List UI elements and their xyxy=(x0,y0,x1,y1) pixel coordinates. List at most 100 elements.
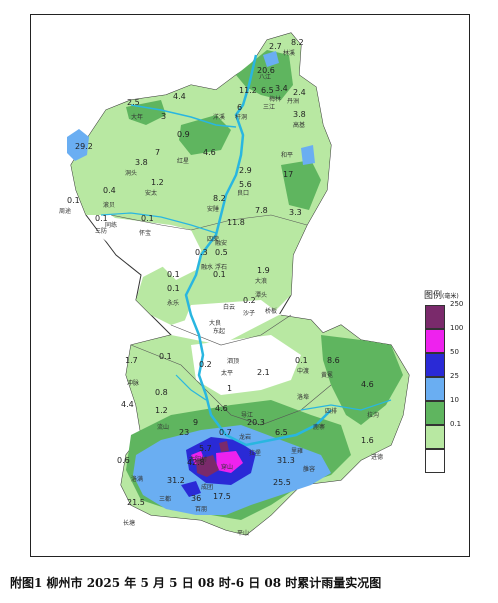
legend-row: 25 xyxy=(422,372,468,401)
rain-zone-magenta xyxy=(216,451,243,473)
place-name: 洋溪 xyxy=(213,113,225,121)
place-name: 红星 xyxy=(177,157,189,165)
rain-value: 5.7 xyxy=(199,444,212,453)
rain-value: 3.8 xyxy=(135,158,148,167)
rain-value: 2.4 xyxy=(293,88,306,97)
rain-value: 3.4 xyxy=(275,84,288,93)
place-name: 桥板 xyxy=(265,307,277,315)
rain-value: 4.4 xyxy=(173,92,186,101)
rain-value: 11.8 xyxy=(227,218,245,227)
river xyxy=(175,374,207,401)
rain-value: 1.6 xyxy=(361,436,374,445)
place-name: 同练 xyxy=(105,221,117,229)
legend-label: 10 xyxy=(450,396,459,404)
rain-zone-purple xyxy=(196,455,219,477)
rain-value: 6.5 xyxy=(275,428,288,437)
rain-labels: 2.7 8.220.611.2 6.5 3.4 2.463.84.42.5329.20.… xyxy=(67,38,374,507)
rain-zone-darkblue-2 xyxy=(181,481,201,497)
rainfall-map: 2.7 8.220.611.2 6.5 3.4 2.463.84.42.5329.20.… xyxy=(59,32,410,537)
legend-swatch xyxy=(425,305,445,329)
place-name: 怀宝 xyxy=(139,229,151,237)
place-name: 洞头 xyxy=(125,169,137,177)
legend-label: 50 xyxy=(450,348,459,356)
rain-value: 5.6 xyxy=(239,180,252,189)
rain-value: 2.9 xyxy=(239,166,252,175)
place-name: 成团 xyxy=(201,483,213,491)
rain-value: 0.2 xyxy=(199,360,212,369)
place-name: 拉沟 xyxy=(367,411,379,419)
rain-zone-medium-ne xyxy=(281,160,321,210)
place-name: 四排 xyxy=(325,407,337,415)
legend-label: 0.1 xyxy=(450,420,462,428)
place-name: 安太 xyxy=(145,189,157,197)
legend-swatch xyxy=(425,329,445,353)
place-name: 梅林 xyxy=(269,95,281,103)
legend-swatch xyxy=(425,401,445,425)
place-name: 三江 xyxy=(263,104,275,111)
place-name: 永乐 xyxy=(167,299,179,307)
rain-value: 11.2 xyxy=(239,86,257,95)
rain-value: 9 xyxy=(193,418,198,427)
river xyxy=(184,54,332,447)
place-name: 三都 xyxy=(159,495,171,503)
place-name: 进德 xyxy=(371,453,383,461)
rain-zone-none-north xyxy=(91,215,201,280)
rain-value: 0.1 xyxy=(141,214,154,223)
legend-row: 250 xyxy=(422,300,468,329)
map-caption: 附图1 柳州市 2025 年 5 月 5 日 08 时-6 日 08 时累计雨量… xyxy=(10,576,382,590)
rain-value: 25.5 xyxy=(273,478,291,487)
legend-row: 50 xyxy=(422,348,468,377)
rain-value: 3.8 xyxy=(293,110,306,119)
rain-value: 0.1 xyxy=(95,214,108,223)
place-name: 平山 xyxy=(237,529,249,537)
place-name: 冲脉 xyxy=(127,379,139,387)
place-name: 太阳村 xyxy=(189,455,207,463)
place-name: 四荣 xyxy=(207,235,219,243)
legend-row: 100 xyxy=(422,324,468,353)
rain-value: 20.3 xyxy=(247,418,265,427)
rain-value: 0.7 xyxy=(219,428,232,437)
place-name: 龙岩 xyxy=(239,433,251,441)
rain-value: 4.6 xyxy=(215,404,228,413)
river xyxy=(300,399,392,411)
place-name: 周途 xyxy=(59,207,71,215)
place-name: 安陲 xyxy=(207,205,219,213)
river xyxy=(100,212,217,234)
place-name: 百朋 xyxy=(195,506,207,513)
legend-swatch xyxy=(425,377,445,401)
rain-zone-blue-nw xyxy=(67,129,89,161)
place-name: 太平 xyxy=(221,369,233,377)
rain-value: 8.2 xyxy=(291,38,304,47)
rain-zone-blue-ne xyxy=(301,145,315,165)
rain-value: 0.4 xyxy=(103,186,116,195)
rain-value: 1.2 xyxy=(151,178,164,187)
rain-value: 0.1 xyxy=(67,196,80,205)
place-name: 流山 xyxy=(157,423,169,431)
place-name: 穿山 xyxy=(221,463,233,471)
legend-title: 图例(毫米) xyxy=(424,291,459,301)
place-name: 融水 xyxy=(201,263,213,271)
river xyxy=(130,104,237,128)
place-name: 黄冕 xyxy=(321,371,333,379)
place-name: 潭头 xyxy=(255,291,267,299)
place-name: 雒容 xyxy=(303,465,315,473)
place-name: 泗顶 xyxy=(227,357,239,365)
legend-row xyxy=(422,449,468,473)
rain-value: 2.5 xyxy=(127,98,140,107)
place-name: 和平 xyxy=(281,151,293,159)
county-boundary xyxy=(110,214,308,231)
place-name: 中渡 xyxy=(297,367,309,375)
place-name: 三防 xyxy=(95,227,107,235)
rain-value: 0.1 xyxy=(295,356,308,365)
legend-row: 0.1 xyxy=(422,420,468,449)
rain-zone-none-south xyxy=(191,335,301,395)
place-name: 浮石 xyxy=(215,263,227,271)
rain-value: 42.8 xyxy=(187,458,205,467)
rain-value: 29.2 xyxy=(75,142,93,151)
place-name: 大浪 xyxy=(255,277,267,285)
rain-value: 1 xyxy=(227,384,232,393)
place-name: 滚贝 xyxy=(103,201,115,209)
rain-value: 17 xyxy=(283,170,293,179)
rain-value: 2.1 xyxy=(257,368,270,377)
